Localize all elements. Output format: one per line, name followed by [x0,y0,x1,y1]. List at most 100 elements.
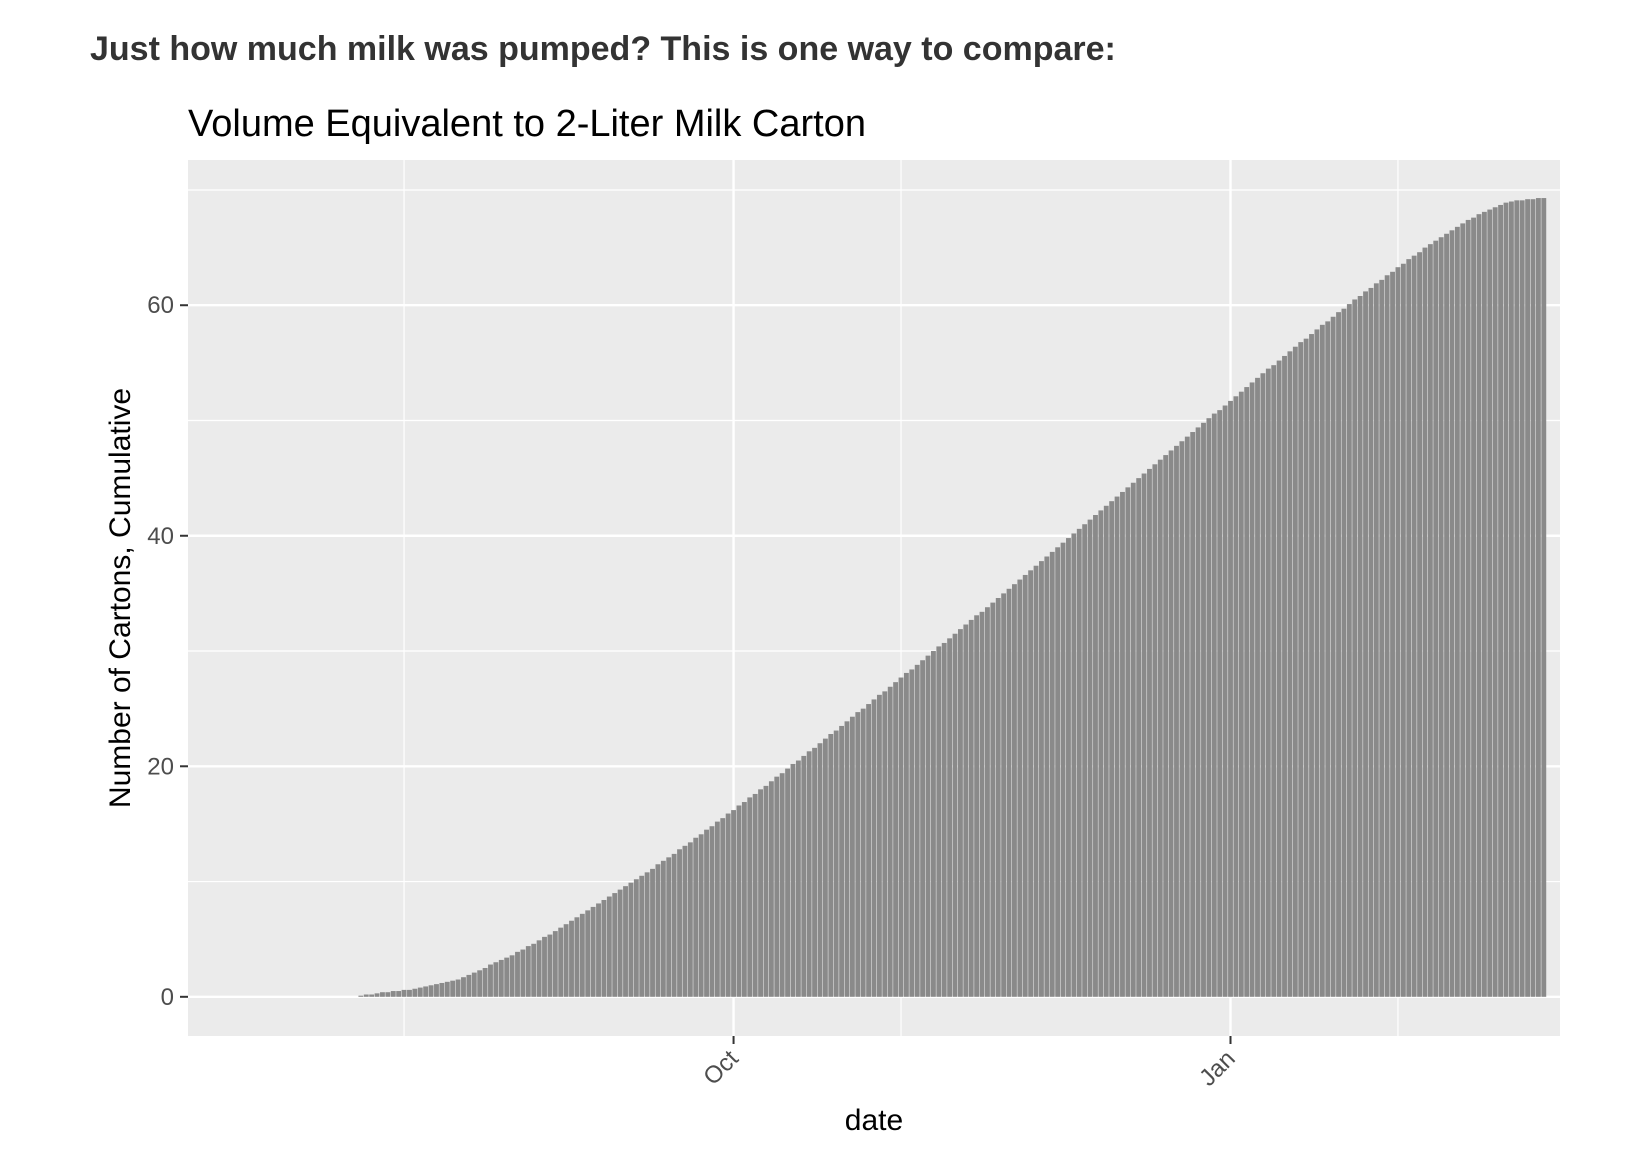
bar-series [358,198,1547,997]
y-tick-label: 60 [147,292,174,319]
bar [504,957,510,997]
bar [601,899,607,997]
bar [1298,342,1304,997]
x-axis: Oct Jan [698,1036,1241,1092]
bar [1535,198,1541,997]
bar [525,946,531,997]
bar [1082,524,1088,997]
bar [596,903,601,997]
bar [1346,304,1352,997]
bar [779,773,785,997]
y-tick-label: 0 [161,984,174,1011]
x-tick-label: Oct [698,1045,744,1091]
bar [1044,556,1050,997]
bar [558,927,564,997]
bar [747,797,753,997]
bar [914,664,920,997]
bar [563,924,569,997]
bar [1314,329,1320,997]
bar [752,793,758,997]
bar [963,624,969,997]
bar [898,677,904,997]
bar [1125,487,1131,997]
bar [1190,432,1196,997]
bar [979,611,985,997]
bar [990,602,996,997]
bar [536,940,542,997]
bar [876,694,882,997]
bar [666,857,672,997]
bar [466,974,472,997]
bar [1309,334,1314,997]
bar [957,629,963,997]
bar [1012,584,1017,997]
bar [1384,275,1390,997]
bar [795,760,801,997]
bar [790,763,796,997]
bar [1033,565,1039,997]
bar [844,721,850,997]
bar [1136,478,1142,997]
bar [1130,482,1136,997]
bar [1503,202,1509,997]
bar [720,818,726,997]
bar [1303,338,1309,997]
bar [785,768,791,997]
bar [882,691,888,997]
bar [455,979,461,997]
bar [515,951,520,997]
bar [1120,491,1125,997]
bar [985,607,990,997]
bar [1249,382,1255,997]
bar [1222,405,1228,997]
bar [677,849,682,997]
bar [1363,291,1368,997]
bar [682,845,688,997]
y-axis: 0 20 40 60 [147,292,188,1011]
bar [1039,561,1044,997]
bar [817,743,823,997]
bar [860,708,866,997]
y-tick-label: 20 [147,753,174,780]
chart-title: Volume Equivalent to 2-Liter Milk Carton [188,103,866,145]
bar [1168,450,1174,997]
bar [574,917,580,997]
bar [1271,365,1277,997]
bar [417,987,423,997]
bar [1211,413,1217,997]
bar [1498,204,1504,997]
bar [774,776,780,997]
bar [390,991,396,997]
bar [936,646,942,997]
bar [444,981,450,997]
bar [1260,373,1266,997]
bar [725,813,731,997]
bar [947,638,953,997]
bar [871,699,877,997]
y-tick-label: 40 [147,523,174,550]
bar [1438,237,1444,997]
bar [428,985,434,997]
bar [461,977,466,997]
bar [1422,247,1428,997]
bar [1022,574,1028,997]
bar [709,826,715,997]
bar [833,730,839,997]
bar [1373,283,1379,997]
bar [1195,427,1201,997]
bar [1465,219,1471,997]
bar [520,949,526,997]
bar [363,994,369,997]
bar [1476,214,1482,997]
bar [1395,267,1401,997]
bar [687,842,693,997]
bar [423,986,429,997]
bar [1066,538,1071,997]
bar [542,936,547,997]
bar [1508,201,1514,997]
bar [612,893,618,997]
bar [358,995,364,997]
bar [1282,355,1287,997]
x-tick-label: Jan [1194,1045,1240,1091]
